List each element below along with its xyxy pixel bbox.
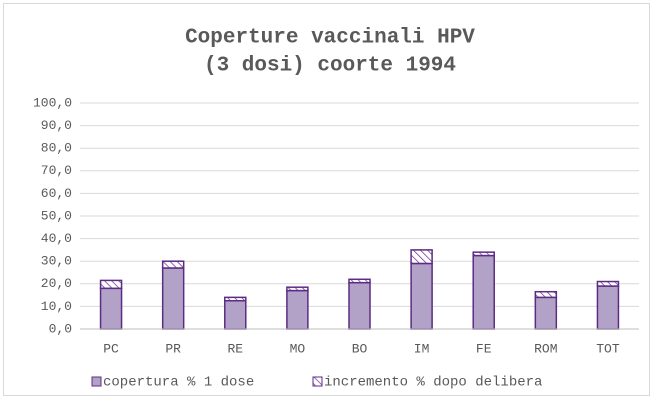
bar-segment — [348, 281, 371, 330]
bar-segment — [410, 262, 433, 330]
chart-title: (3 dosi) coorte 1994 — [204, 55, 456, 78]
x-tick-label: ROM — [534, 341, 557, 356]
y-tick-label: 90,0 — [41, 118, 72, 133]
x-tick-label: BO — [352, 341, 368, 356]
y-tick-label: 10,0 — [41, 299, 72, 314]
x-tick-label: MO — [290, 341, 306, 356]
y-tick-label: 100,0 — [33, 95, 72, 110]
legend-swatch — [91, 376, 102, 387]
y-tick-label: 20,0 — [41, 276, 72, 291]
y-tick-label: 80,0 — [41, 141, 72, 156]
x-tick-label: PR — [165, 341, 181, 356]
bar-segment — [472, 254, 495, 330]
bar-segment — [348, 278, 371, 284]
bar-segment — [286, 289, 309, 330]
legend-swatch — [312, 376, 323, 387]
bar-segment — [161, 267, 185, 330]
legend-label: incremento % dopo delibera — [324, 375, 542, 391]
bar-segment — [99, 279, 123, 290]
y-tick-label: 60,0 — [41, 186, 72, 201]
bar-segment — [596, 285, 620, 330]
bar-segment — [534, 296, 558, 330]
chart-title: Coperture vaccinali HPV — [185, 27, 475, 50]
y-tick-label: 40,0 — [41, 231, 72, 246]
bar-segment — [286, 286, 309, 292]
bar-segment — [99, 287, 123, 330]
bar-segment — [224, 296, 247, 302]
y-tick-label: 50,0 — [41, 208, 72, 223]
x-tick-label: PC — [103, 341, 119, 356]
y-tick-label: 70,0 — [41, 163, 72, 178]
bar-segment — [534, 290, 558, 299]
legend-label: copertura % 1 dose — [103, 375, 254, 391]
y-tick-label: 0,0 — [49, 321, 72, 336]
bar-segment — [161, 260, 185, 269]
x-tick-label: FE — [476, 341, 492, 356]
bar-segment — [472, 251, 495, 257]
bar-segment — [410, 249, 433, 265]
x-tick-label: TOT — [596, 341, 620, 356]
x-tick-label: RE — [227, 341, 243, 356]
chart-border — [3, 3, 650, 396]
y-tick-label: 30,0 — [41, 254, 72, 269]
bar-segment — [224, 300, 247, 330]
x-tick-label: IM — [414, 341, 430, 356]
bar-segment — [596, 280, 620, 287]
